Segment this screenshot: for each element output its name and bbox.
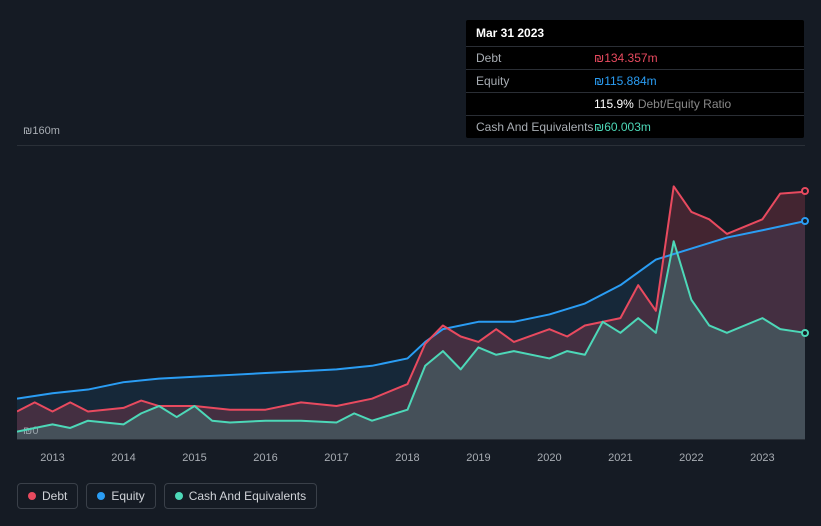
cash-end-marker xyxy=(801,329,809,337)
legend-label: Debt xyxy=(42,489,67,503)
chart-tooltip: Mar 31 2023 Debt₪134.357mEquity₪115.884m… xyxy=(466,20,804,138)
tooltip-row: Cash And Equivalents₪60.003m xyxy=(466,115,804,138)
tooltip-row-label: Cash And Equivalents xyxy=(476,120,594,134)
tooltip-row-value: ₪60.003m xyxy=(594,120,651,134)
equity-legend-dot xyxy=(97,492,105,500)
chart-legend: Debt Equity Cash And Equivalents xyxy=(17,483,317,509)
tooltip-row-value: 115.9% xyxy=(594,97,634,111)
debt-end-marker xyxy=(801,187,809,195)
x-axis-tick: 2017 xyxy=(324,452,348,464)
tooltip-row-value: ₪115.884m xyxy=(594,74,657,88)
legend-item-equity[interactable]: Equity xyxy=(86,483,155,509)
x-axis-tick: 2022 xyxy=(679,452,703,464)
tooltip-row: Debt₪134.357m xyxy=(466,46,804,69)
legend-label: Equity xyxy=(111,489,144,503)
x-axis-tick: 2023 xyxy=(750,452,774,464)
x-axis-tick: 2019 xyxy=(466,452,490,464)
chart-svg xyxy=(17,146,805,439)
tooltip-row-sublabel: Debt/Equity Ratio xyxy=(638,97,731,111)
chart-plot-area[interactable] xyxy=(17,145,805,440)
debt-legend-dot xyxy=(28,492,36,500)
tooltip-row-label xyxy=(476,97,594,111)
tooltip-row-label: Debt xyxy=(476,51,594,65)
legend-item-debt[interactable]: Debt xyxy=(17,483,78,509)
tooltip-date: Mar 31 2023 xyxy=(466,20,804,46)
x-axis-tick: 2018 xyxy=(395,452,419,464)
legend-item-cash[interactable]: Cash And Equivalents xyxy=(164,483,317,509)
x-axis-tick: 2021 xyxy=(608,452,632,464)
x-axis-tick: 2016 xyxy=(253,452,277,464)
legend-label: Cash And Equivalents xyxy=(189,489,306,503)
tooltip-row: Equity₪115.884m xyxy=(466,69,804,92)
x-axis-tick: 2015 xyxy=(182,452,206,464)
x-axis-tick: 2014 xyxy=(111,452,135,464)
x-axis-tick: 2013 xyxy=(40,452,64,464)
tooltip-row-label: Equity xyxy=(476,74,594,88)
x-axis-tick: 2020 xyxy=(537,452,561,464)
tooltip-row-value: ₪134.357m xyxy=(594,51,658,65)
cash-legend-dot xyxy=(175,492,183,500)
equity-end-marker xyxy=(801,217,809,225)
x-axis: 2013 2014 2015 2016 2017 2018 2019 2020 2021 2022… xyxy=(17,448,805,468)
y-axis-max-label: ₪160m xyxy=(23,125,60,137)
tooltip-row: 115.9% Debt/Equity Ratio xyxy=(466,92,804,115)
